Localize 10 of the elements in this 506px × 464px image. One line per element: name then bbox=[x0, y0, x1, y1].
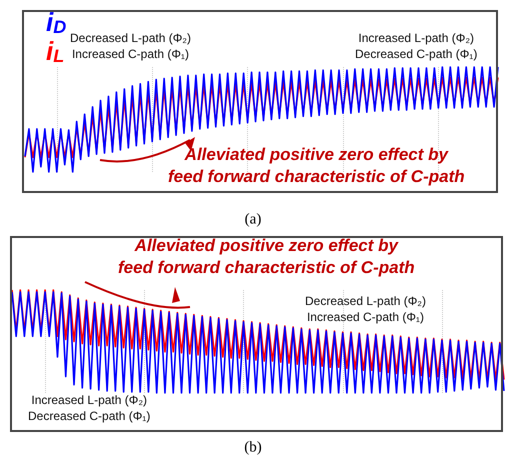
text: iL bbox=[46, 36, 64, 66]
text: (b) bbox=[244, 440, 262, 456]
text: (a) bbox=[244, 212, 262, 228]
text: iD bbox=[46, 7, 66, 37]
text: Alleviated positive zero effect by feed forward characteristic of C-path bbox=[118, 235, 415, 279]
text: Decreased L-path (Φ₂) Increased C-path (Φ₁) bbox=[70, 30, 191, 62]
text: Increased L-path (Φ₂) Decreased C-path (Φ₁) bbox=[355, 30, 478, 62]
annotation: Decreased L-path (Φ₂) Increased C-path (Φ₁) bbox=[305, 293, 426, 325]
annotation: Alleviated positive zero effect by feed forward characteristic of C-path bbox=[168, 144, 465, 188]
text: Increased L-path (Φ₂) Decreased C-path (Φ₁) bbox=[28, 392, 150, 424]
